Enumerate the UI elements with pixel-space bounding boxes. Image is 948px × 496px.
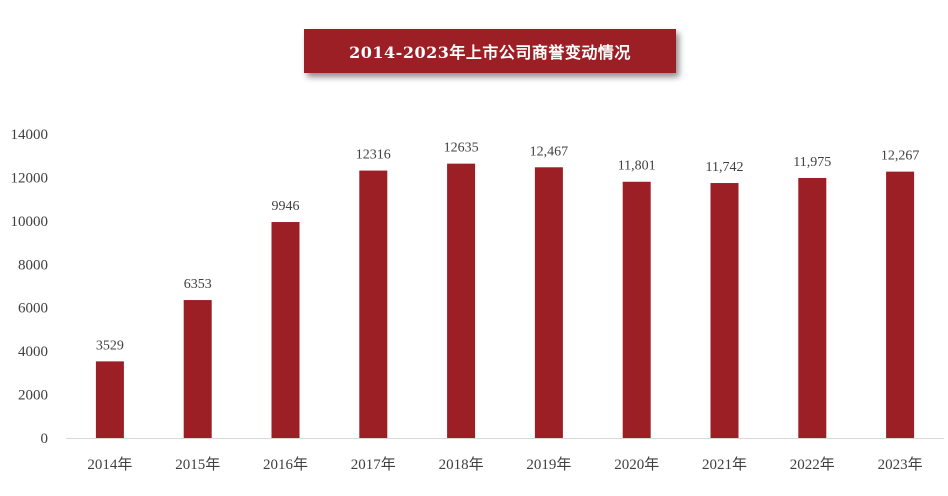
bar xyxy=(95,361,124,438)
x-tick-label: 2020年 xyxy=(614,456,659,473)
data-label: 12,467 xyxy=(530,144,569,159)
data-label: 6353 xyxy=(184,277,212,292)
data-label: 12316 xyxy=(356,148,391,163)
y-tick-label: 0 xyxy=(41,431,49,447)
data-label: 9946 xyxy=(272,199,300,214)
bar xyxy=(447,163,476,438)
y-tick-label: 10000 xyxy=(11,214,49,230)
data-label: 12635 xyxy=(444,141,479,156)
x-tick-label: 2021年 xyxy=(702,456,747,473)
data-label: 11,742 xyxy=(706,160,744,175)
x-tick-label: 2018年 xyxy=(439,456,484,473)
bar xyxy=(886,171,915,438)
x-tick-label: 2019年 xyxy=(526,456,571,473)
chart-title: 2014-2023年上市公司商誉变动情况 xyxy=(349,43,631,62)
y-tick-label: 2000 xyxy=(18,388,48,404)
bar xyxy=(271,222,300,438)
data-label: 11,975 xyxy=(793,155,831,170)
y-tick-label: 14000 xyxy=(11,127,49,143)
bar xyxy=(359,170,388,438)
chart-title-box: 2014-2023年上市公司商誉变动情况 xyxy=(304,29,676,73)
x-tick-label: 2014年 xyxy=(87,456,132,473)
bar xyxy=(534,167,563,438)
x-tick-label: 2017年 xyxy=(351,456,396,473)
x-tick-label: 2023年 xyxy=(878,456,923,473)
y-tick-label: 12000 xyxy=(11,170,49,186)
data-label: 11,801 xyxy=(618,159,656,174)
y-tick-label: 6000 xyxy=(18,301,48,317)
bar xyxy=(622,181,651,439)
y-tick-label: 4000 xyxy=(18,344,48,360)
data-label: 3529 xyxy=(96,338,124,353)
bar xyxy=(710,183,739,438)
x-tick-label: 2016年 xyxy=(263,456,308,473)
bar xyxy=(798,177,827,438)
data-label: 12,267 xyxy=(881,149,920,164)
bar xyxy=(183,300,212,438)
x-tick-label: 2015年 xyxy=(175,456,220,473)
x-tick-label: 2022年 xyxy=(790,456,835,473)
y-tick-label: 8000 xyxy=(18,257,48,273)
